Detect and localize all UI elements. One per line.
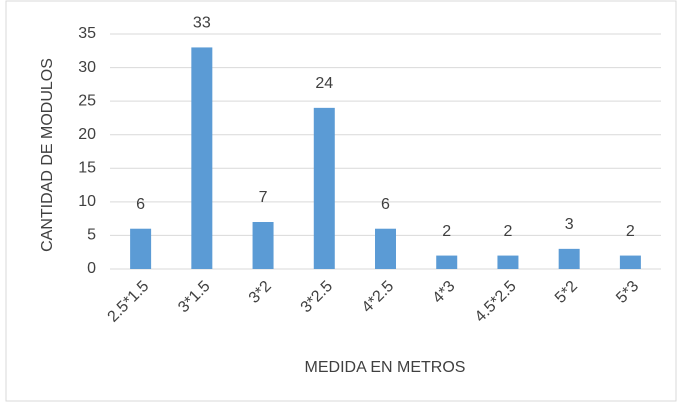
- y-tick-label: 25: [78, 92, 96, 109]
- data-label: 2: [503, 223, 512, 240]
- data-label: 6: [136, 196, 145, 213]
- bar: [130, 228, 152, 269]
- bar: [375, 228, 396, 269]
- y-tick-label: 35: [78, 25, 96, 42]
- y-tick-label: 15: [78, 160, 96, 177]
- bar: [619, 255, 641, 269]
- bar: [252, 222, 274, 269]
- x-axis-title: MEDIDA EN METROS: [305, 359, 466, 376]
- bar: [436, 255, 458, 269]
- data-label: 3: [565, 216, 574, 233]
- data-label: 2: [442, 223, 451, 240]
- y-tick-label: 5: [87, 227, 96, 244]
- bar: [558, 248, 580, 269]
- data-label: 24: [315, 75, 333, 92]
- y-tick-label: 20: [78, 126, 96, 143]
- y-tick-label: 30: [78, 59, 96, 76]
- bar: [191, 47, 213, 269]
- data-label: 6: [381, 196, 390, 213]
- y-tick-label: 10: [78, 193, 96, 210]
- chart-border: [5, 0, 677, 402]
- y-axis-title: CANTIDAD DE MODULOS: [39, 58, 56, 252]
- data-label: 33: [193, 15, 211, 32]
- bar: [313, 107, 335, 269]
- data-label: 2: [626, 223, 635, 240]
- y-tick-label: 0: [87, 260, 96, 277]
- bar: [497, 255, 519, 269]
- data-label: 7: [259, 189, 268, 206]
